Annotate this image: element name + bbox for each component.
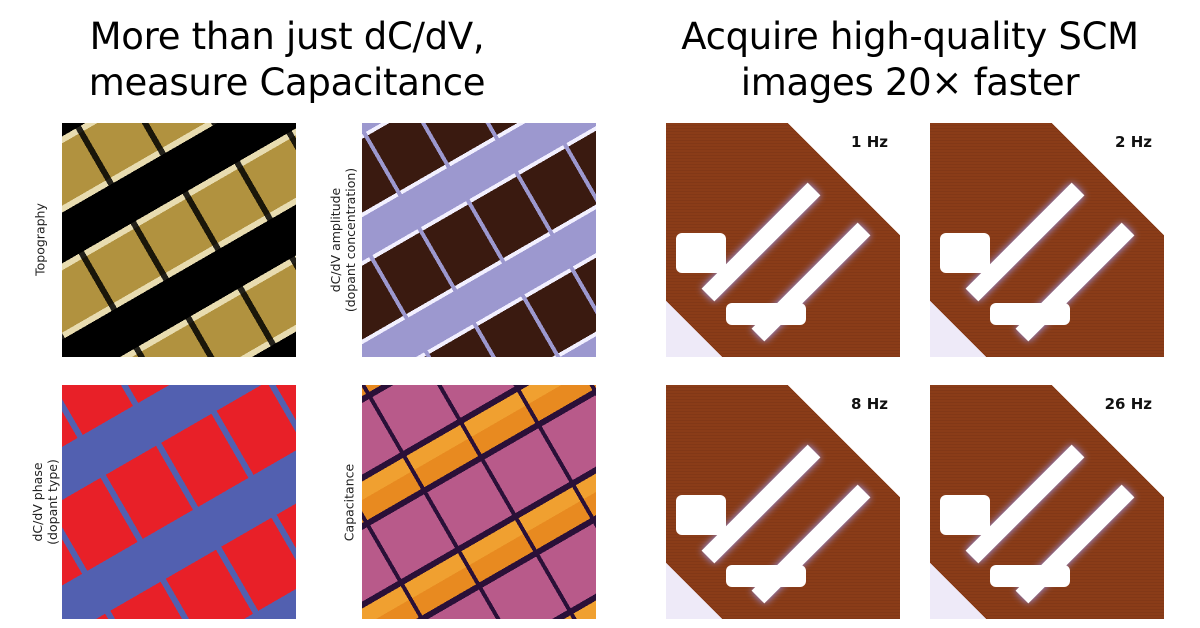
conductor-pad xyxy=(990,303,1070,325)
heading-line: Acquire high-quality SCM xyxy=(681,15,1139,58)
capacitance-image xyxy=(362,385,596,619)
heading-line: More than just dC/dV, xyxy=(89,15,485,58)
right-heading: Acquire high-quality SCM images 20× fast… xyxy=(650,14,1170,106)
dcdv-phase-image xyxy=(62,385,296,619)
scm-image-26hz: 26 Hz xyxy=(930,385,1164,619)
heading-line: measure Capacitance xyxy=(88,61,486,104)
scan-rate-label: 1 Hz xyxy=(851,133,888,151)
conductor-pad xyxy=(940,495,990,535)
scm-image-1hz: 1 Hz xyxy=(666,123,900,357)
topography-image xyxy=(62,123,296,357)
label-line: dC/dV amplitude xyxy=(328,187,343,293)
scm-image-2hz: 2 Hz xyxy=(930,123,1164,357)
topography-label: Topography xyxy=(33,123,48,357)
conductor-pad xyxy=(676,233,726,273)
left-heading: More than just dC/dV, measure Capacitanc… xyxy=(47,14,527,106)
conductor-pad xyxy=(940,233,990,273)
label-line: Capacitance xyxy=(341,463,357,542)
conductor-pad xyxy=(726,303,806,325)
scan-rate-label: 26 Hz xyxy=(1104,395,1152,413)
capacitance-label: Capacitance xyxy=(342,386,357,620)
label-line: (dopant type) xyxy=(45,459,60,545)
heading-line: images 20× faster xyxy=(740,61,1080,104)
amplitude-label: dC/dV amplitude (dopant concentration) xyxy=(328,123,358,357)
scan-rate-label: 2 Hz xyxy=(1115,133,1152,151)
phase-label: dC/dV phase (dopant type) xyxy=(30,385,60,619)
label-line: (dopant concentration) xyxy=(343,167,358,313)
dcdv-amplitude-image xyxy=(362,123,596,357)
conductor-pad xyxy=(990,565,1070,587)
conductor-pad xyxy=(726,565,806,587)
scm-image-8hz: 8 Hz xyxy=(666,385,900,619)
label-line: dC/dV phase xyxy=(30,462,45,542)
scan-rate-label: 8 Hz xyxy=(851,395,888,413)
conductor-pad xyxy=(676,495,726,535)
label-line: Topography xyxy=(32,203,48,276)
